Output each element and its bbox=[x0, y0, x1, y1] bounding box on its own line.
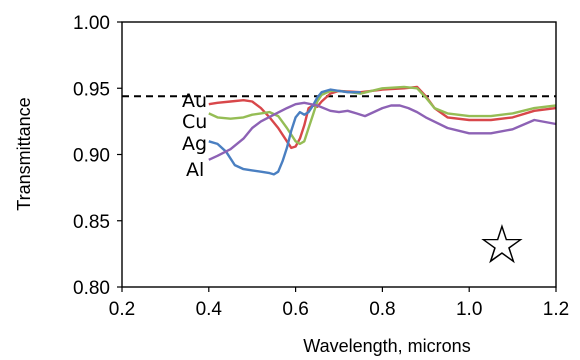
series-label-al: Al bbox=[186, 159, 204, 181]
series-line-au bbox=[208, 85, 557, 150]
x-tick-label: 1.0 bbox=[456, 299, 482, 320]
x-axis-title: Wavelength, microns bbox=[303, 336, 470, 356]
y-tick-label: 0.85 bbox=[73, 212, 110, 233]
series-line-al bbox=[208, 101, 557, 161]
axes-layer bbox=[121, 21, 557, 288]
x-tick-label: 0.8 bbox=[369, 299, 395, 320]
series-layer bbox=[208, 85, 557, 176]
y-tick-label: 0.95 bbox=[73, 79, 110, 100]
y-tick-label: 0.90 bbox=[73, 146, 110, 167]
tick-layer: 0.2 0.4 0.6 0.8 1.0 1.2 0.80 0.85 0.90 0.95 1.00 bbox=[73, 13, 569, 320]
x-tick-label: 0.4 bbox=[196, 299, 223, 320]
series-label-cu: Cu bbox=[182, 111, 207, 133]
y-axis-title: Transmittance bbox=[14, 97, 34, 210]
series-line-cu bbox=[208, 85, 557, 146]
series-label-ag: Ag bbox=[182, 133, 207, 155]
series-line-ag bbox=[208, 88, 361, 176]
x-tick-label: 1.2 bbox=[543, 299, 569, 320]
series-label-au: Au bbox=[182, 90, 207, 112]
x-tick-label: 0.6 bbox=[282, 299, 308, 320]
plot-frame bbox=[121, 21, 557, 288]
y-tick-label: 0.80 bbox=[73, 278, 110, 299]
y-tick-label: 1.00 bbox=[73, 13, 110, 34]
x-tick-label: 0.2 bbox=[109, 299, 135, 320]
star-icon: ☆ bbox=[478, 213, 526, 276]
